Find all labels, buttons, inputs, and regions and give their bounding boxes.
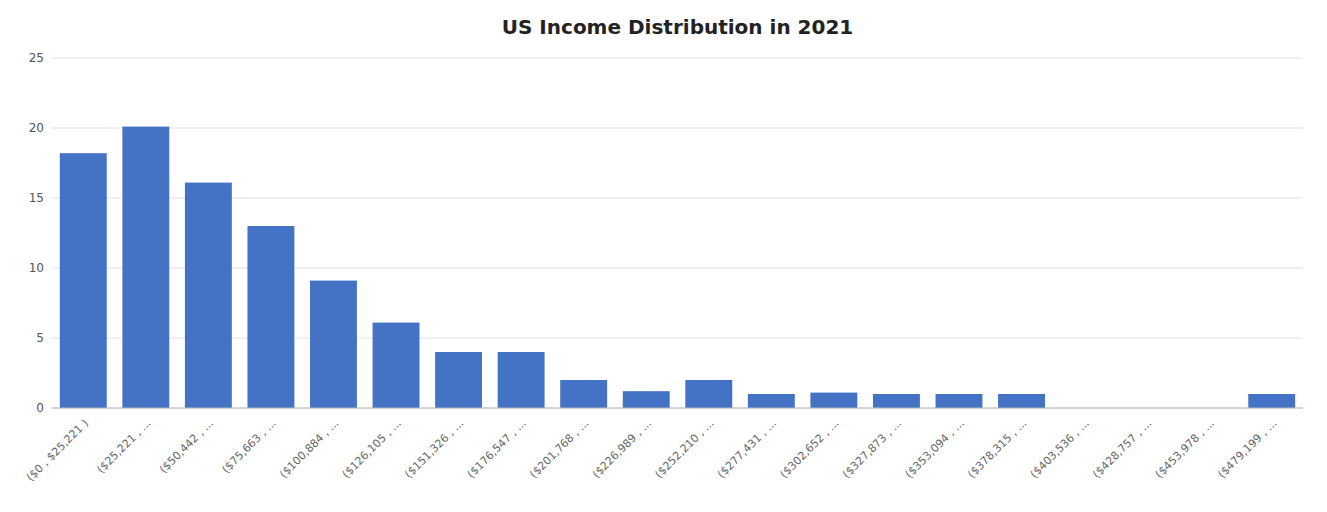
bar (498, 352, 545, 408)
bar (1248, 394, 1295, 408)
bar (60, 153, 107, 408)
x-tick-label: ($151,326 , ... (402, 417, 466, 481)
bar (936, 394, 983, 408)
bar (810, 393, 857, 408)
bar (873, 394, 920, 408)
x-tick-label: ($403,536 , ... (1028, 417, 1092, 481)
x-tick-label: ($378,315 , ... (965, 417, 1029, 481)
x-tick-label: ($226,989 , ... (590, 417, 654, 481)
y-tick-label: 20 (29, 121, 44, 135)
x-axis: ($0 , $25,221 )($25,221 , ...($50,442 , … (24, 417, 1280, 484)
chart-svg: US Income Distribution in 2021 0 5 10 15 20 25… (0, 0, 1327, 512)
x-tick-label: ($479,199 , ... (1215, 417, 1279, 481)
x-tick-label: ($176,547 , ... (465, 417, 529, 481)
bar (185, 183, 232, 408)
chart-container: US Income Distribution in 2021 0 5 10 15 20 25… (0, 0, 1327, 512)
x-tick-label: ($50,442 , ... (157, 417, 216, 476)
y-tick-label: 5 (36, 331, 44, 345)
x-tick-label: ($201,768 , ... (527, 417, 591, 481)
grid-line (52, 268, 1303, 269)
x-tick-label: ($302,652 , ... (777, 417, 841, 481)
bars (60, 127, 1295, 408)
grid-line (52, 338, 1303, 339)
grid-line (52, 408, 1303, 409)
bar (373, 323, 420, 408)
x-tick-label: ($25,221 , ... (94, 417, 153, 476)
y-axis: 0 5 10 15 20 25 (29, 51, 1303, 415)
x-tick-label: ($252,210 , ... (652, 417, 716, 481)
grid-line (52, 128, 1303, 129)
bar (685, 380, 732, 408)
y-tick-label: 0 (36, 401, 44, 415)
bar (310, 281, 357, 408)
x-tick-label: ($353,094 , ... (903, 417, 967, 481)
grid-line (52, 198, 1303, 199)
y-tick-label: 15 (29, 191, 44, 205)
y-tick-label: 25 (29, 51, 44, 65)
x-tick-label: ($428,757 , ... (1090, 417, 1154, 481)
bar (247, 226, 294, 408)
x-tick-label: ($100,884 , ... (277, 417, 341, 481)
x-tick-label: ($126,105 , ... (340, 417, 404, 481)
y-tick-label: 10 (29, 261, 44, 275)
bar (560, 380, 607, 408)
chart-title: US Income Distribution in 2021 (502, 15, 854, 39)
x-tick-label: ($453,978 , ... (1153, 417, 1217, 481)
x-tick-label: ($327,873 , ... (840, 417, 904, 481)
x-tick-label: ($277,431 , ... (715, 417, 779, 481)
grid-line (52, 58, 1303, 59)
bar (623, 391, 670, 408)
bar (748, 394, 795, 408)
x-tick-label: ($0 , $25,221 ) (24, 417, 91, 484)
x-tick-label: ($75,663 , ... (219, 417, 278, 476)
bar (998, 394, 1045, 408)
bar (122, 127, 169, 408)
x-axis-line (52, 408, 1303, 409)
bar (435, 352, 482, 408)
